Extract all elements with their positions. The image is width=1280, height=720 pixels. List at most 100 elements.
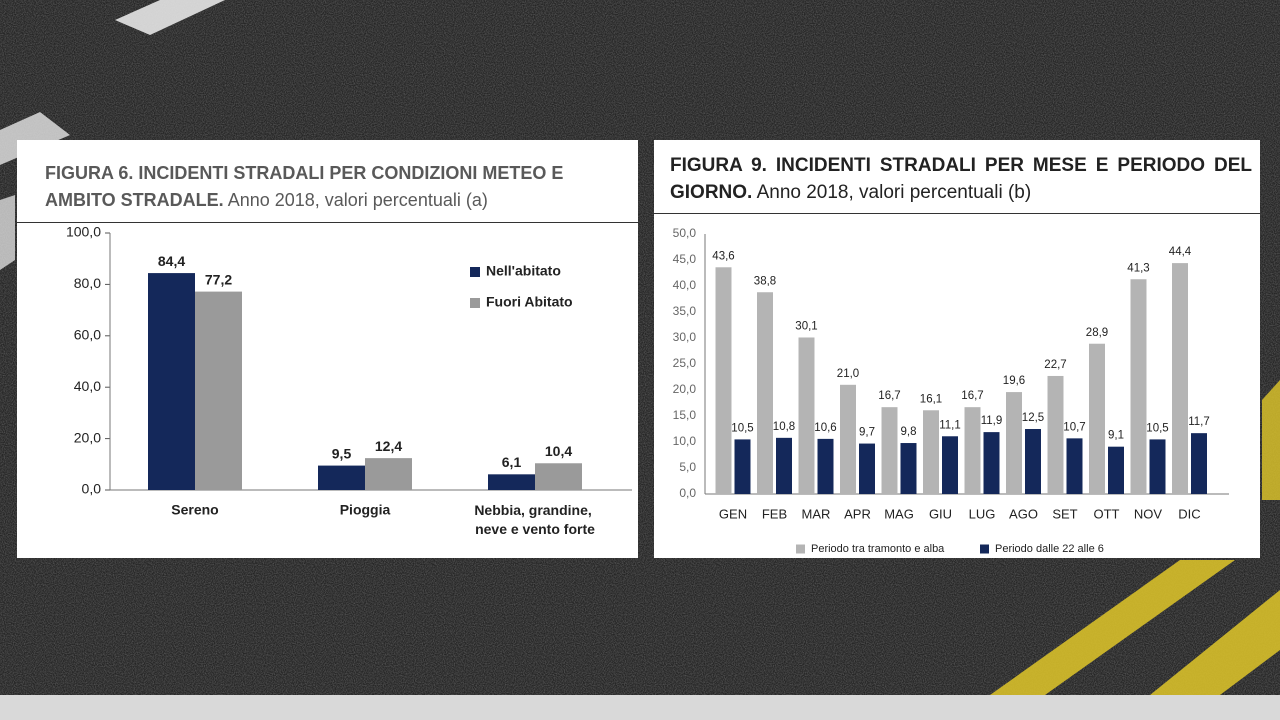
data-label: 30,1 bbox=[795, 321, 817, 333]
data-label: 28,9 bbox=[1086, 327, 1108, 339]
data-label: 84,4 bbox=[158, 253, 185, 269]
bar bbox=[1149, 439, 1166, 494]
legend-label: Nell'abitato bbox=[486, 263, 561, 279]
bar bbox=[1006, 392, 1022, 494]
data-label: 11,9 bbox=[981, 415, 1003, 427]
data-label: 21,0 bbox=[837, 368, 859, 380]
bar bbox=[942, 436, 958, 494]
y-tick-label: 10,0 bbox=[673, 434, 697, 448]
chart-title: FIGURA 9. INCIDENTI STRADALI PER MESE E … bbox=[670, 155, 1252, 203]
y-tick-label: 25,0 bbox=[673, 356, 697, 370]
data-label: 16,1 bbox=[920, 393, 942, 405]
data-label: 38,8 bbox=[754, 275, 776, 287]
data-label: 10,6 bbox=[814, 422, 836, 434]
chart-subtitle: Anno 2018, valori percentuali (a) bbox=[227, 190, 488, 210]
legend-swatch bbox=[796, 544, 805, 554]
legend-label: Fuori Abitato bbox=[486, 294, 573, 310]
chart-panel: FIGURA 6. INCIDENTI STRADALI PER CONDIZI… bbox=[17, 140, 638, 558]
data-label: 10,8 bbox=[773, 421, 795, 433]
bar bbox=[798, 337, 815, 494]
y-tick-label: 0,0 bbox=[679, 486, 696, 500]
data-label: 16,7 bbox=[961, 390, 983, 402]
x-tick-label: LUG bbox=[969, 506, 996, 521]
y-tick-label: 50,0 bbox=[673, 226, 697, 240]
data-label: 12,5 bbox=[1022, 412, 1044, 424]
chart-subtitle: Anno 2018, valori percentuali (b) bbox=[756, 182, 1032, 203]
bar bbox=[715, 267, 732, 494]
bar bbox=[964, 407, 981, 494]
data-label: 10,5 bbox=[1146, 422, 1168, 434]
data-label: 43,6 bbox=[712, 250, 734, 262]
data-label: 77,2 bbox=[205, 271, 232, 287]
y-tick-label: 20,0 bbox=[74, 429, 101, 445]
chart: 0,0 20,0 40,0 60,0 80,0 100,0 84,4 9,5 6,1 77,2 12… bbox=[66, 224, 632, 537]
data-label: 9,5 bbox=[332, 445, 352, 461]
x-tick-label: MAG bbox=[884, 506, 914, 521]
bar bbox=[1066, 438, 1083, 494]
bar bbox=[983, 432, 1000, 494]
y-tick-label: 100,0 bbox=[66, 224, 101, 240]
legend-swatch bbox=[470, 267, 480, 277]
data-label: 11,1 bbox=[939, 419, 961, 431]
bar bbox=[840, 384, 856, 494]
chart-panel: FIGURA 9. INCIDENTI STRADALI PER MESE E … bbox=[654, 140, 1260, 558]
bar bbox=[1172, 263, 1188, 494]
data-label: 44,4 bbox=[1169, 246, 1192, 258]
x-tick-label: APR bbox=[844, 506, 871, 521]
bar bbox=[1025, 429, 1041, 494]
x-tick-label: MAR bbox=[802, 506, 831, 521]
y-tick-label: 15,0 bbox=[673, 408, 697, 422]
x-tick-label: Pioggia bbox=[340, 502, 391, 518]
data-label: 12,4 bbox=[375, 438, 402, 454]
y-tick-label: 20,0 bbox=[673, 382, 697, 396]
bar bbox=[1047, 375, 1064, 494]
data-label: 22,7 bbox=[1044, 359, 1066, 371]
data-label: 9,8 bbox=[901, 426, 917, 438]
data-label: 6,1 bbox=[502, 454, 522, 470]
x-tick-label: FEB bbox=[762, 506, 787, 521]
chart-title: FIGURA 6. INCIDENTI STRADALI PER CONDIZI… bbox=[45, 163, 564, 210]
bar bbox=[776, 437, 792, 494]
bar bbox=[859, 443, 875, 494]
data-label: 11,7 bbox=[1188, 416, 1210, 428]
x-tick-label: Sereno bbox=[171, 502, 218, 518]
data-label: 41,3 bbox=[1127, 262, 1149, 274]
data-label: 10,7 bbox=[1063, 421, 1085, 433]
bar bbox=[757, 292, 773, 494]
legend-swatch bbox=[980, 544, 989, 554]
legend-label: Periodo dalle 22 alle 6 bbox=[995, 543, 1104, 555]
title-rule bbox=[17, 222, 638, 223]
data-label: 9,7 bbox=[859, 427, 875, 439]
bar bbox=[817, 438, 834, 494]
data-label: 9,1 bbox=[1108, 430, 1124, 442]
bar bbox=[148, 273, 195, 490]
bar bbox=[1130, 279, 1147, 494]
bar bbox=[488, 474, 535, 490]
y-tick-label: 30,0 bbox=[673, 330, 697, 344]
chart: 0,0 5,0 10,0 15,0 20,0 25,0 30,0 35,0 40,0 45,0 50… bbox=[673, 226, 1229, 555]
x-tick-label: NOV bbox=[1134, 506, 1163, 521]
y-tick-label: 5,0 bbox=[679, 460, 696, 474]
bar bbox=[1108, 446, 1124, 494]
bar bbox=[365, 458, 412, 490]
y-tick-label: 40,0 bbox=[74, 378, 101, 394]
bar bbox=[881, 407, 898, 494]
x-tick-label: Nebbia, grandine, neve e vento forte bbox=[474, 502, 595, 537]
x-tick-label: OTT bbox=[1094, 506, 1120, 521]
y-tick-label: 80,0 bbox=[74, 275, 101, 291]
y-tick-label: 40,0 bbox=[673, 278, 697, 292]
title-block: FIGURA 6. INCIDENTI STRADALI PER CONDIZI… bbox=[45, 160, 635, 214]
bar bbox=[195, 291, 242, 490]
data-label: 16,7 bbox=[878, 390, 900, 402]
bar bbox=[734, 439, 751, 494]
x-tick-label: AGO bbox=[1009, 506, 1038, 521]
bar bbox=[923, 410, 939, 494]
y-tick-label: 0,0 bbox=[82, 481, 102, 497]
title-rule bbox=[654, 213, 1260, 214]
data-label: 10,5 bbox=[731, 422, 753, 434]
x-tick-label: GEN bbox=[719, 506, 747, 521]
y-tick-label: 35,0 bbox=[673, 304, 697, 318]
x-tick-label: DIC bbox=[1178, 506, 1200, 521]
bar bbox=[535, 463, 582, 490]
